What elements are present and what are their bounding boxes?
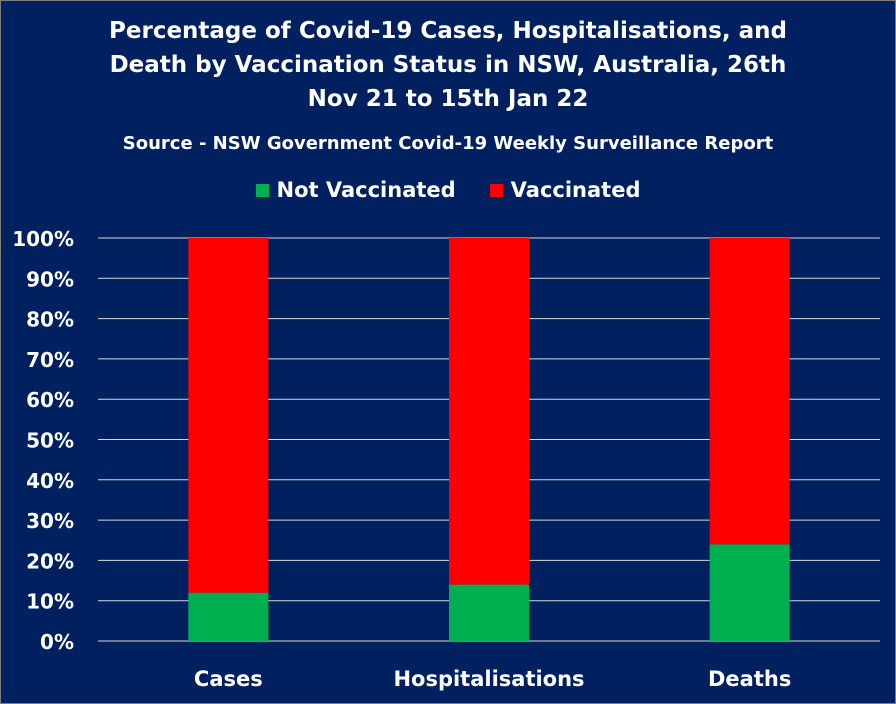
chart-subtitle: Source - NSW Government Covid-19 Weekly … [122, 133, 774, 154]
legend-swatch-vaccinated [489, 183, 503, 197]
legend-swatch-not-vaccinated [255, 183, 269, 197]
y-tick-label: 100% [12, 227, 74, 251]
chart-title-line-2: Death by Vaccination Status in NSW, Aust… [109, 52, 787, 78]
y-tick-label: 60% [26, 388, 74, 412]
bar-not-vaccinated-hospitalisations [449, 584, 529, 641]
bar-not-vaccinated-deaths [709, 544, 790, 641]
bar-vaccinated-cases [188, 238, 269, 593]
y-tick-label: 0% [40, 630, 74, 654]
bar-vaccinated-deaths [709, 238, 790, 545]
bar-vaccinated-hospitalisations [449, 238, 529, 585]
y-tick-label: 80% [26, 308, 74, 332]
chart-title-line-3: Nov 21 to 15th Jan 22 [307, 86, 589, 112]
y-tick-label: 50% [26, 429, 74, 453]
bar-not-vaccinated-cases [188, 592, 269, 641]
y-tick-label: 70% [26, 348, 74, 372]
y-tick-label: 90% [26, 267, 74, 291]
legend-label-not-vaccinated: Not Vaccinated [276, 178, 456, 202]
y-tick-label: 40% [26, 469, 74, 493]
chart-title: Percentage of Covid-19 Cases, Hospitalis… [0, 14, 896, 116]
y-tick-label: 30% [26, 509, 74, 533]
legend-item-vaccinated: Vaccinated [489, 174, 641, 206]
y-tick-label: 20% [26, 549, 74, 573]
chart-title-line-1: Percentage of Covid-19 Cases, Hospitalis… [109, 18, 787, 44]
y-tick-label: 10% [26, 590, 74, 614]
x-tick-label: Hospitalisations [393, 667, 584, 691]
chart-legend: Not Vaccinated Vaccinated [0, 174, 896, 206]
legend-item-not-vaccinated: Not Vaccinated [255, 174, 456, 206]
x-tick-label: Cases [194, 667, 263, 691]
x-tick-label: Deaths [708, 667, 791, 691]
legend-label-vaccinated: Vaccinated [510, 178, 641, 202]
